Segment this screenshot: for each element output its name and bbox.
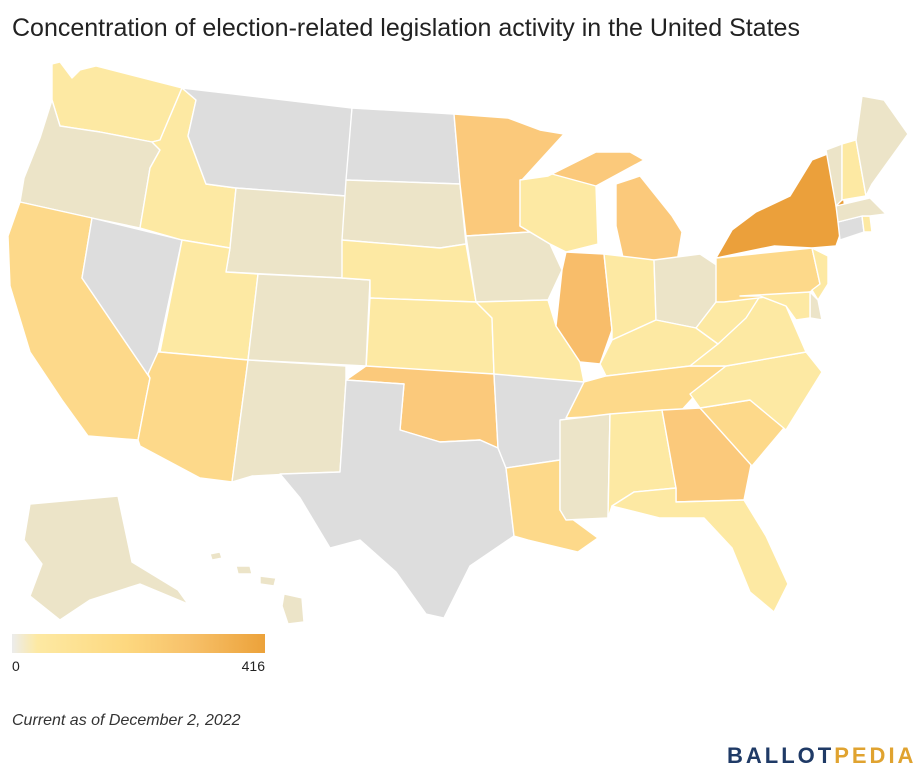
state-sd[interactable] xyxy=(341,179,467,249)
state-az[interactable] xyxy=(137,351,249,483)
state-ms[interactable] xyxy=(559,413,611,521)
legend-max-label: 416 xyxy=(241,658,265,674)
color-legend: 0 416 xyxy=(12,634,265,674)
legend-min-label: 0 xyxy=(12,658,20,674)
state-ri[interactable] xyxy=(861,215,873,233)
state-me[interactable] xyxy=(855,95,909,197)
state-co[interactable] xyxy=(247,273,371,367)
ballotpedia-logo: BALLOTPEDIA xyxy=(727,743,916,769)
legend-gradient-bar xyxy=(12,634,265,653)
state-ak[interactable] xyxy=(23,495,189,621)
logo-part-pedia: PEDIA xyxy=(834,743,917,768)
state-ma[interactable] xyxy=(835,197,887,223)
state-fl[interactable] xyxy=(611,487,789,613)
state-ks[interactable] xyxy=(365,297,495,375)
state-nm[interactable] xyxy=(231,359,347,483)
as-of-date-note: Current as of December 2, 2022 xyxy=(12,712,241,729)
state-ny[interactable] xyxy=(715,149,847,259)
state-mt[interactable] xyxy=(181,87,353,197)
states-layer xyxy=(7,61,909,625)
state-md[interactable] xyxy=(739,291,811,321)
state-hi[interactable] xyxy=(209,551,305,625)
chart-title: Concentration of election-related legisl… xyxy=(12,14,800,42)
state-tx[interactable] xyxy=(279,379,515,619)
state-nd[interactable] xyxy=(345,107,461,185)
state-wy[interactable] xyxy=(225,187,347,279)
logo-part-ballot: BALLOT xyxy=(727,743,835,768)
